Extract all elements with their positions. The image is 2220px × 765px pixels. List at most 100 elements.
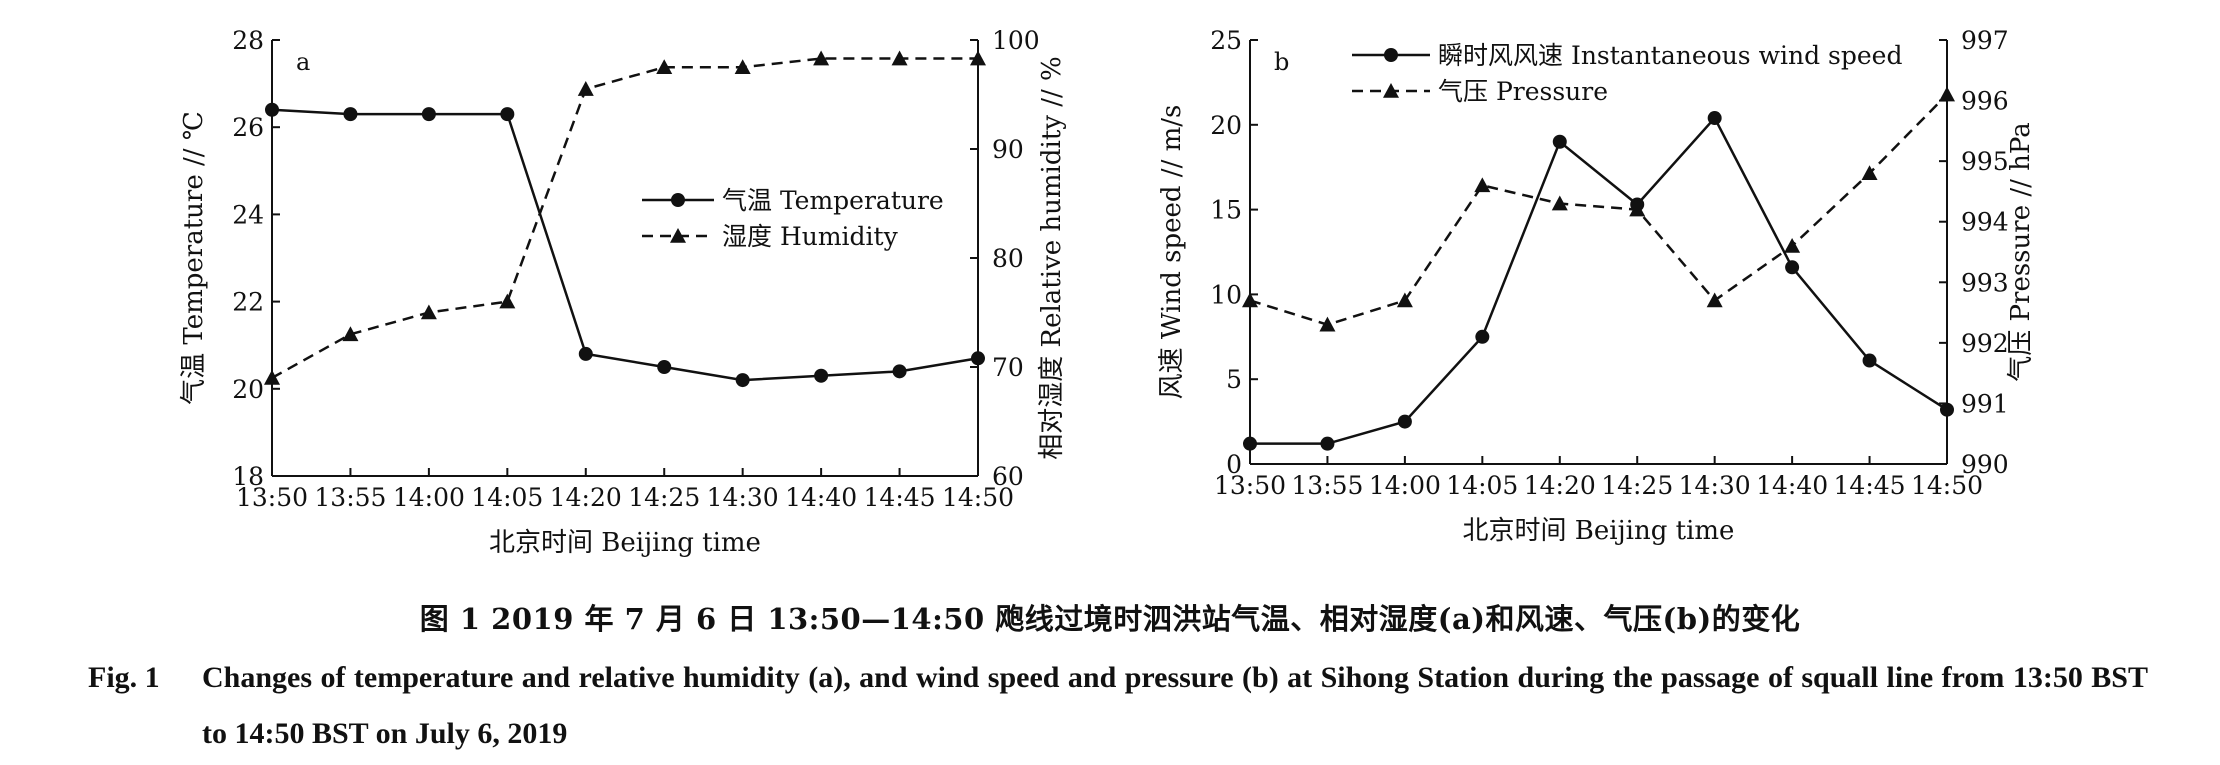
data-point-circle xyxy=(500,107,515,122)
x-tick-label: 13:55 xyxy=(1291,471,1363,500)
x-tick-label: 13:55 xyxy=(314,483,386,512)
data-point-triangle xyxy=(1551,195,1568,211)
data-point-circle xyxy=(971,351,985,366)
data-point-triangle xyxy=(264,369,280,385)
y-tick-label-left: 26 xyxy=(232,113,264,142)
x-tick-label: 14:30 xyxy=(1679,471,1751,500)
panel-label: b xyxy=(1274,48,1289,76)
legend-marker-triangle xyxy=(670,228,686,243)
data-point-circle xyxy=(265,102,279,117)
series-line-2 xyxy=(1249,93,1948,326)
data-point-triangle xyxy=(1396,292,1413,308)
y-tick-label-left: 18 xyxy=(232,462,264,491)
legend-marker-triangle xyxy=(1383,83,1399,98)
data-point-circle xyxy=(1243,436,1257,451)
data-point-triangle xyxy=(1706,292,1723,308)
y-tick-label-left: 5 xyxy=(1226,365,1242,394)
data-point-triangle xyxy=(1242,292,1258,308)
figure-charts: 13:50 13:55 14:00 14:05 14:20 14:25 14:30 14:40… xyxy=(179,26,2036,558)
data-point-triangle xyxy=(656,59,673,75)
x-tick-label: 13:50 xyxy=(236,483,308,512)
data-point-circle xyxy=(1785,260,1800,275)
x-tick-label: 14:00 xyxy=(1369,471,1441,500)
data-point-triangle xyxy=(1861,165,1878,181)
y-tick-label-right: 993 xyxy=(1961,268,2009,297)
y-tick-label-right: 994 xyxy=(1961,208,2009,237)
legend-label: 气压 Pressure xyxy=(1438,77,1608,106)
data-point-triangle xyxy=(970,50,986,66)
y-tick-label-right: 60 xyxy=(992,462,1024,491)
figure-caption-en-label: Fig. 1 xyxy=(88,661,160,694)
data-point-triangle xyxy=(1939,86,1955,102)
data-point-circle xyxy=(1552,134,1567,149)
data-point-triangle xyxy=(813,50,830,66)
x-tick-label: 14:50 xyxy=(1911,471,1983,500)
data-point-circle xyxy=(343,107,358,122)
data-point-circle xyxy=(1707,111,1722,126)
y-tick-label-left: 25 xyxy=(1210,26,1242,55)
y-tick-label-right: 991 xyxy=(1961,389,2009,418)
data-point-triangle xyxy=(577,81,594,96)
data-point-triangle xyxy=(342,326,359,342)
y-tick-label-right: 80 xyxy=(992,244,1024,273)
figure-caption-en-text: Changes of temperature and relative humi… xyxy=(202,661,2148,750)
y-axis-title-left: 气温 Temperature // ℃ xyxy=(179,111,209,405)
data-point-triangle xyxy=(1784,237,1801,253)
data-point-triangle xyxy=(891,50,908,66)
data-point-circle xyxy=(1397,414,1412,429)
y-axis-title-right: 相对湿度 Relative humidity // % xyxy=(1037,56,1067,459)
x-tick-label: 14:40 xyxy=(785,483,857,512)
y-tick-label-right: 996 xyxy=(1961,87,2009,116)
x-tick-label: 14:45 xyxy=(864,483,936,512)
y-tick-label-left: 24 xyxy=(232,200,264,229)
y-tick-label-right: 70 xyxy=(992,353,1024,382)
y-tick-label-right: 995 xyxy=(1961,147,2009,176)
legend-label: 气温 Temperature xyxy=(722,186,944,215)
data-point-triangle xyxy=(499,293,516,309)
x-tick-label: 14:25 xyxy=(1601,471,1673,500)
x-axis-title: 北京时间 Beijing time xyxy=(489,528,761,558)
legend-marker-circle xyxy=(1384,48,1398,62)
series-line-1 xyxy=(271,108,979,382)
y-tick-label-left: 15 xyxy=(1210,196,1242,225)
y-tick-label-left: 20 xyxy=(1210,111,1242,140)
x-axis-title: 北京时间 Beijing time xyxy=(1463,516,1735,546)
series-line-1 xyxy=(1250,115,1948,445)
data-point-circle xyxy=(1862,353,1877,368)
y-tick-label-left: 0 xyxy=(1226,450,1242,479)
x-tick-label: 14:05 xyxy=(471,483,543,512)
data-point-triangle xyxy=(1474,177,1491,193)
panel-label: a xyxy=(296,48,310,76)
data-point-triangle xyxy=(734,59,751,75)
y-tick-label-left: 10 xyxy=(1210,280,1242,309)
x-tick-label: 14:40 xyxy=(1756,471,1828,500)
y-tick-label-right: 90 xyxy=(992,135,1024,164)
x-tick-label: 14:45 xyxy=(1834,471,1906,500)
data-point-circle xyxy=(657,360,672,374)
data-point-circle xyxy=(814,368,829,383)
data-point-circle xyxy=(1475,329,1490,344)
legend-label: 瞬时风风速 Instantaneous wind speed xyxy=(1438,41,1902,70)
series-line-2 xyxy=(271,57,978,379)
data-point-circle xyxy=(421,107,436,122)
legend-label: 湿度 Humidity xyxy=(722,222,899,251)
y-tick-label-right: 992 xyxy=(1961,329,2009,358)
data-point-circle xyxy=(578,346,593,361)
data-point-circle xyxy=(892,364,907,379)
y-tick-label-left: 22 xyxy=(232,288,264,317)
x-tick-label: 14:20 xyxy=(1524,471,1596,500)
y-tick-label-left: 28 xyxy=(232,26,264,55)
y-axis-title-left: 风速 Wind speed // m/s xyxy=(1157,105,1187,400)
x-tick-label: 14:30 xyxy=(707,483,779,512)
x-tick-label: 14:20 xyxy=(550,483,622,512)
data-point-circle xyxy=(1940,402,1954,417)
x-tick-label: 14:05 xyxy=(1446,471,1518,500)
legend-marker-circle xyxy=(671,193,685,207)
data-point-circle xyxy=(1320,436,1335,451)
chart-panel-a: 13:50 13:55 14:00 14:05 14:20 14:25 14:30 14:40… xyxy=(179,26,1067,558)
data-point-triangle xyxy=(420,304,437,320)
y-tick-label-right: 997 xyxy=(1961,26,2009,55)
y-tick-label-left: 20 xyxy=(232,375,264,404)
y-tick-label-right: 100 xyxy=(992,26,1040,55)
chart-panel-b: 13:50 13:55 14:00 14:05 14:20 14:25 14:30 14:40… xyxy=(1157,26,2036,546)
